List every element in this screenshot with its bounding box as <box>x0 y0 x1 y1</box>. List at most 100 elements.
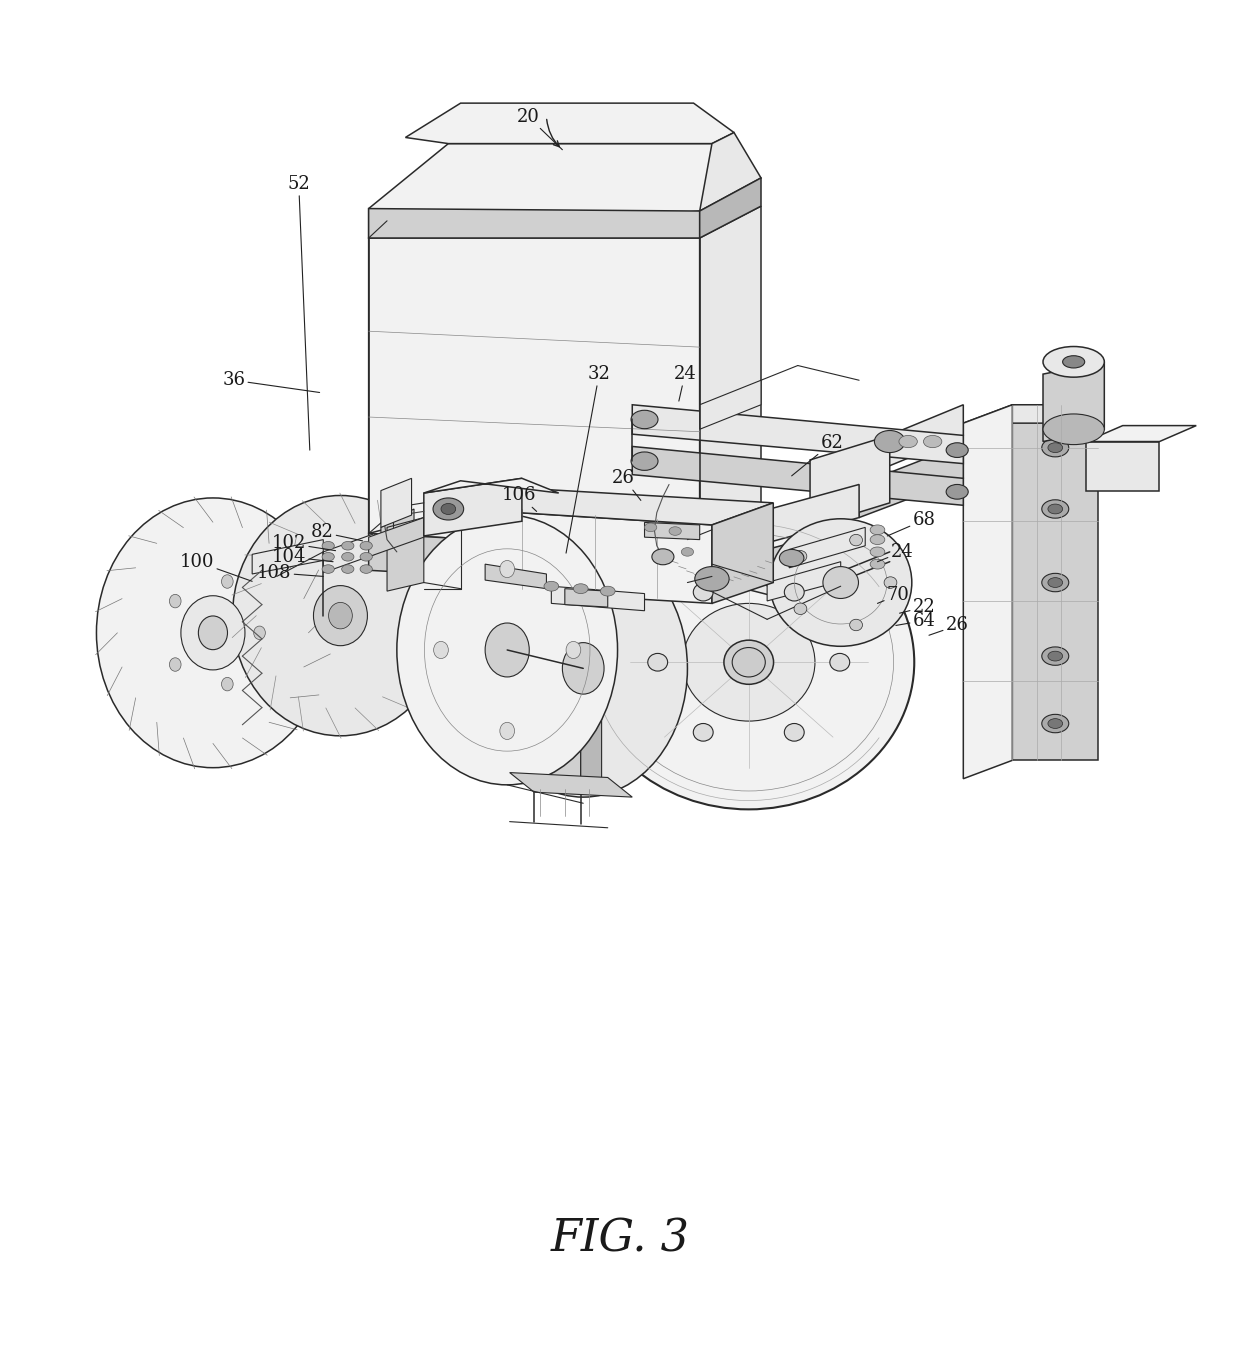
Polygon shape <box>381 509 414 548</box>
Ellipse shape <box>479 540 687 797</box>
Polygon shape <box>699 515 761 588</box>
Text: 82: 82 <box>310 523 362 541</box>
Text: 52: 52 <box>288 175 310 451</box>
Polygon shape <box>859 405 963 479</box>
Polygon shape <box>387 518 424 591</box>
Polygon shape <box>1086 425 1197 441</box>
Ellipse shape <box>870 546 885 557</box>
Polygon shape <box>810 436 890 527</box>
Ellipse shape <box>1048 719 1063 728</box>
Polygon shape <box>963 405 1012 778</box>
Ellipse shape <box>1043 414 1105 445</box>
Text: 70: 70 <box>878 585 910 604</box>
Ellipse shape <box>1042 715 1069 733</box>
Ellipse shape <box>360 565 372 573</box>
Ellipse shape <box>732 648 765 677</box>
Ellipse shape <box>924 436 942 448</box>
Ellipse shape <box>785 583 805 602</box>
Ellipse shape <box>1042 499 1069 518</box>
Ellipse shape <box>780 549 804 567</box>
Polygon shape <box>368 533 699 588</box>
Polygon shape <box>252 540 324 573</box>
Ellipse shape <box>870 525 885 534</box>
Polygon shape <box>1012 405 1099 761</box>
Text: FIG. 3: FIG. 3 <box>551 1217 689 1260</box>
Polygon shape <box>632 447 963 506</box>
Polygon shape <box>552 587 645 611</box>
Ellipse shape <box>724 641 774 684</box>
Polygon shape <box>712 525 859 594</box>
Text: 104: 104 <box>272 548 334 565</box>
Ellipse shape <box>233 495 449 735</box>
Ellipse shape <box>360 541 372 550</box>
Text: 102: 102 <box>272 534 336 552</box>
Polygon shape <box>324 533 374 573</box>
Text: 68: 68 <box>888 511 935 536</box>
Ellipse shape <box>794 550 807 563</box>
Polygon shape <box>368 209 699 237</box>
Text: 62: 62 <box>791 434 843 476</box>
Polygon shape <box>712 503 774 603</box>
Ellipse shape <box>874 430 905 452</box>
Ellipse shape <box>342 565 353 573</box>
Ellipse shape <box>849 619 863 631</box>
Polygon shape <box>405 103 734 143</box>
Ellipse shape <box>170 658 181 672</box>
Ellipse shape <box>737 652 761 673</box>
Ellipse shape <box>770 519 911 646</box>
Ellipse shape <box>500 722 515 739</box>
Ellipse shape <box>1063 356 1085 368</box>
Polygon shape <box>768 561 841 600</box>
Text: 64: 64 <box>895 611 935 630</box>
Ellipse shape <box>785 723 805 741</box>
Ellipse shape <box>645 523 657 532</box>
Polygon shape <box>460 509 712 603</box>
Ellipse shape <box>647 653 667 670</box>
Ellipse shape <box>322 541 335 550</box>
Ellipse shape <box>823 567 858 599</box>
Text: 32: 32 <box>565 366 610 553</box>
Ellipse shape <box>1048 442 1063 452</box>
Ellipse shape <box>870 560 885 569</box>
Ellipse shape <box>899 436 918 448</box>
Polygon shape <box>381 479 412 527</box>
Text: 24: 24 <box>673 366 697 401</box>
Ellipse shape <box>682 603 815 722</box>
Ellipse shape <box>329 603 352 629</box>
Polygon shape <box>699 380 761 429</box>
Ellipse shape <box>198 616 227 650</box>
Ellipse shape <box>170 595 181 608</box>
Polygon shape <box>552 588 580 791</box>
Ellipse shape <box>600 587 615 596</box>
Text: 22: 22 <box>899 598 935 616</box>
Polygon shape <box>368 143 761 237</box>
Ellipse shape <box>434 641 449 658</box>
Polygon shape <box>699 206 761 552</box>
Ellipse shape <box>441 503 456 514</box>
Text: 106: 106 <box>502 487 537 511</box>
Ellipse shape <box>97 498 330 768</box>
Ellipse shape <box>1048 505 1063 514</box>
Polygon shape <box>460 488 774 525</box>
Ellipse shape <box>1043 347 1105 378</box>
Ellipse shape <box>573 584 588 594</box>
Ellipse shape <box>322 553 335 561</box>
Ellipse shape <box>1042 648 1069 665</box>
Polygon shape <box>963 405 1099 424</box>
Polygon shape <box>424 479 559 492</box>
Polygon shape <box>368 237 699 552</box>
Polygon shape <box>1043 362 1105 441</box>
Ellipse shape <box>485 623 529 677</box>
Polygon shape <box>645 522 699 540</box>
Ellipse shape <box>181 596 246 670</box>
Ellipse shape <box>397 515 618 785</box>
Ellipse shape <box>693 723 713 741</box>
Ellipse shape <box>322 565 335 573</box>
Polygon shape <box>712 484 859 558</box>
Text: 36: 36 <box>222 371 320 393</box>
Polygon shape <box>580 587 601 791</box>
Ellipse shape <box>652 549 675 565</box>
Ellipse shape <box>693 583 713 602</box>
Text: 26: 26 <box>613 469 641 500</box>
Polygon shape <box>632 405 963 464</box>
